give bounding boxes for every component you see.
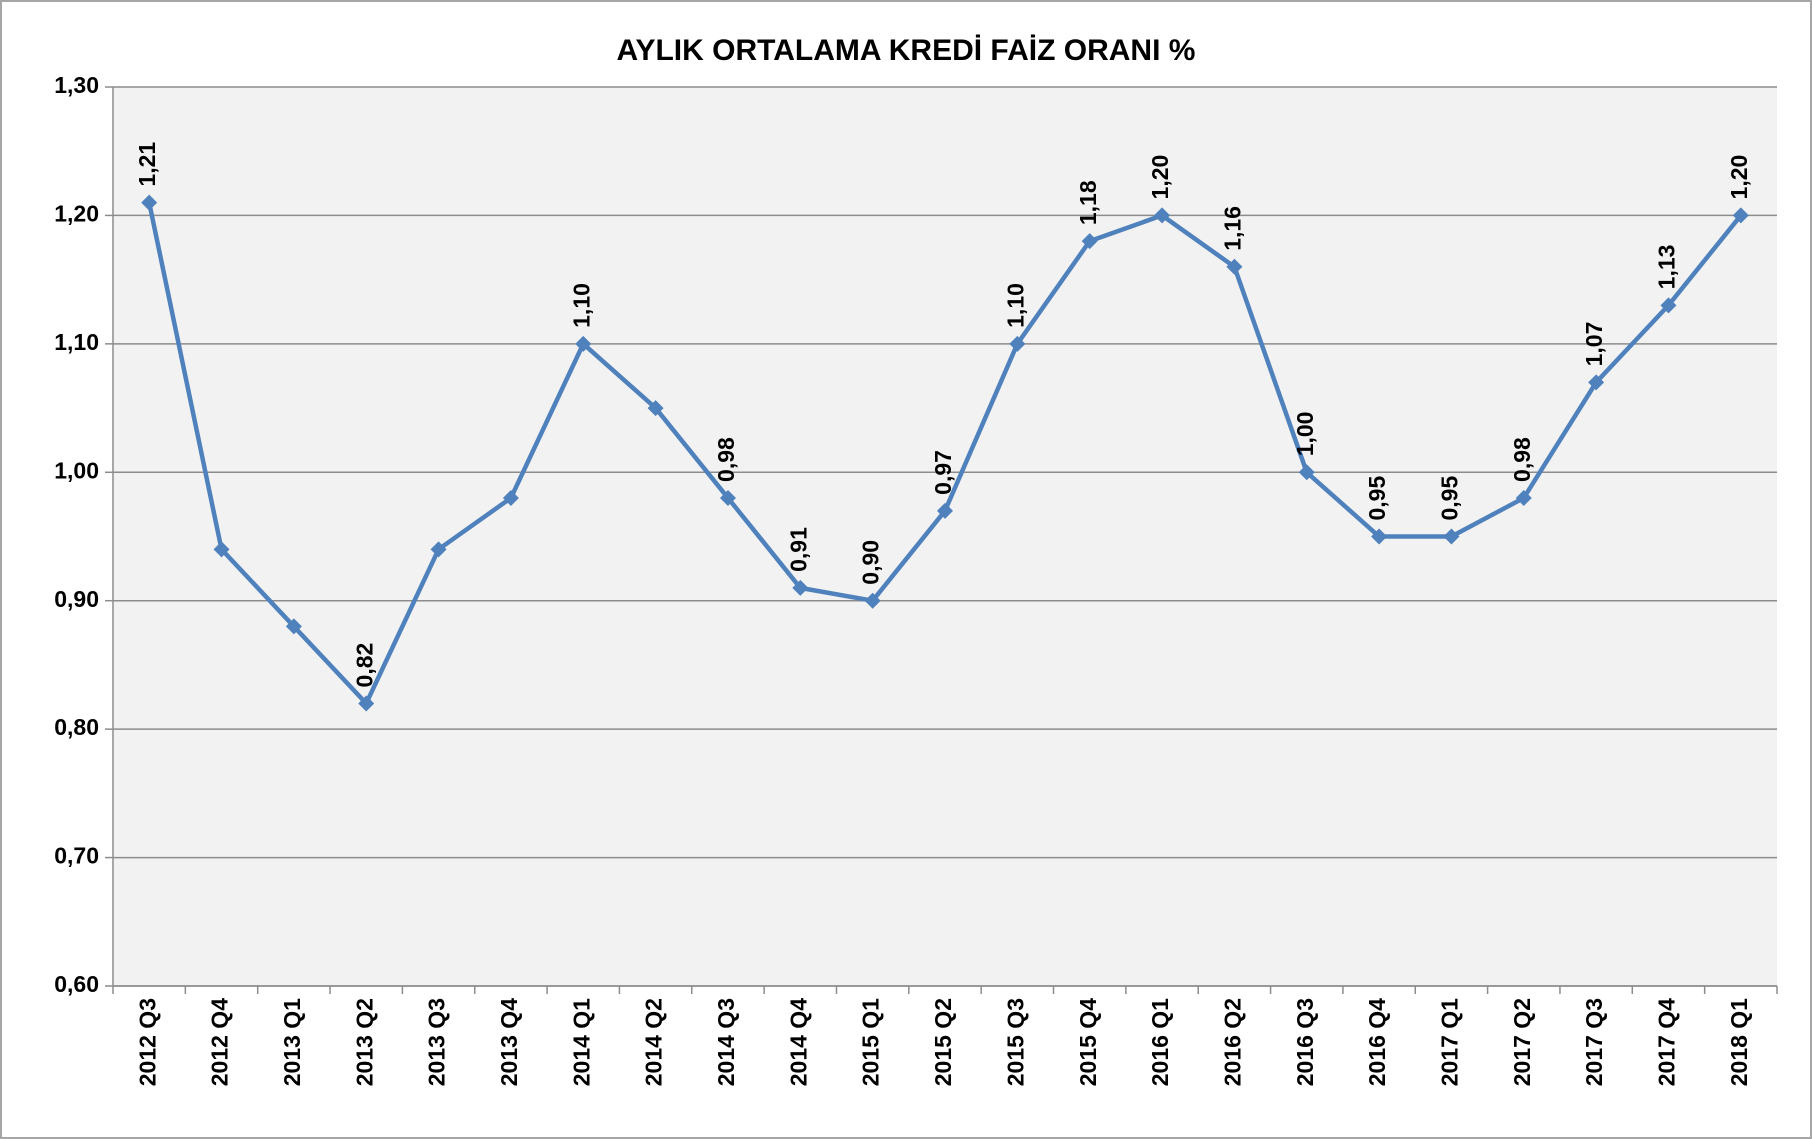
data-point: [1081, 233, 1098, 250]
data-label: 1,18: [1075, 180, 1101, 225]
x-tick-label: 2013 Q4: [496, 998, 522, 1086]
x-tick-label: 2014 Q3: [713, 998, 739, 1086]
data-point: [1009, 335, 1026, 352]
y-tick-label: 1,20: [54, 201, 99, 227]
chart-title: AYLIK ORTALAMA KREDİ FAİZ ORANI %: [617, 34, 1196, 67]
y-tick-label: 0,60: [54, 971, 99, 997]
x-tick-label: 2015 Q2: [930, 998, 956, 1086]
y-tick-label: 1,10: [54, 329, 99, 355]
data-point: [1371, 528, 1388, 545]
data-point: [430, 541, 447, 558]
x-tick-label: 2014 Q4: [785, 998, 811, 1086]
x-tick-label: 2016 Q3: [1292, 998, 1318, 1086]
x-tick-label: 2012 Q4: [207, 998, 233, 1086]
data-point: [719, 489, 736, 506]
data-point: [937, 502, 953, 519]
data-label: 0,95: [1364, 476, 1390, 521]
x-tick-label: 2012 Q3: [134, 998, 160, 1086]
data-point: [1154, 207, 1171, 224]
data-label: 0,90: [858, 540, 884, 585]
data-point: [285, 618, 302, 635]
x-tick-label: 2016 Q1: [1147, 998, 1173, 1086]
y-tick-label: 0,80: [54, 714, 99, 740]
x-tick-label: 2017 Q2: [1509, 998, 1535, 1086]
data-point: [1660, 297, 1677, 314]
data-point: [213, 541, 230, 558]
data-label: 1,20: [1147, 155, 1173, 200]
data-label: 1,13: [1654, 245, 1680, 290]
data-point: [1443, 528, 1460, 545]
data-label: 0,98: [1509, 437, 1535, 482]
x-tick-label: 2013 Q3: [424, 998, 450, 1086]
x-tick-label: 2018 Q1: [1726, 998, 1752, 1086]
data-point: [1298, 464, 1315, 481]
data-point: [864, 592, 881, 609]
x-tick-label: 2015 Q3: [1002, 998, 1028, 1086]
x-tick-label: 2013 Q1: [279, 998, 305, 1086]
data-point: [792, 579, 809, 596]
x-tick-label: 2014 Q2: [641, 998, 667, 1086]
data-label: 1,00: [1292, 412, 1318, 457]
data-point: [575, 335, 592, 352]
data-label: 1,07: [1581, 322, 1607, 367]
x-tick-label: 2017 Q3: [1581, 998, 1607, 1086]
data-point: [1226, 258, 1243, 275]
data-label: 0,82: [351, 643, 377, 688]
data-label: 1,16: [1219, 206, 1245, 251]
x-tick-label: 2017 Q1: [1437, 998, 1463, 1086]
x-tick-label: 2016 Q4: [1364, 998, 1390, 1086]
x-tick-label: 2013 Q2: [351, 998, 377, 1086]
y-tick-label: 0,90: [54, 586, 99, 612]
y-tick-label: 1,30: [54, 72, 99, 98]
x-tick-label: 2015 Q4: [1075, 998, 1101, 1086]
y-tick-label: 1,00: [54, 457, 99, 483]
data-label: 0,91: [785, 527, 811, 572]
data-label: 0,95: [1437, 476, 1463, 521]
data-label: 0,98: [713, 437, 739, 482]
data-point: [502, 489, 519, 506]
data-point: [1732, 207, 1749, 224]
data-point: [647, 400, 664, 417]
x-tick-label: 2017 Q4: [1654, 998, 1680, 1086]
x-tick-label: 2016 Q2: [1219, 998, 1245, 1086]
data-point: [1588, 374, 1605, 391]
data-point: [1515, 489, 1532, 506]
data-label: 1,10: [568, 283, 594, 328]
data-label: 0,97: [930, 450, 956, 495]
data-label: 1,21: [134, 142, 160, 187]
x-tick-label: 2015 Q1: [858, 998, 884, 1086]
plot-area: [113, 87, 1777, 986]
data-point: [358, 695, 375, 712]
data-label: 1,20: [1726, 155, 1752, 200]
x-tick-label: 2014 Q1: [568, 998, 594, 1086]
y-tick-label: 0,70: [54, 843, 99, 869]
data-label: 1,10: [1002, 283, 1028, 328]
data-point: [141, 194, 158, 211]
